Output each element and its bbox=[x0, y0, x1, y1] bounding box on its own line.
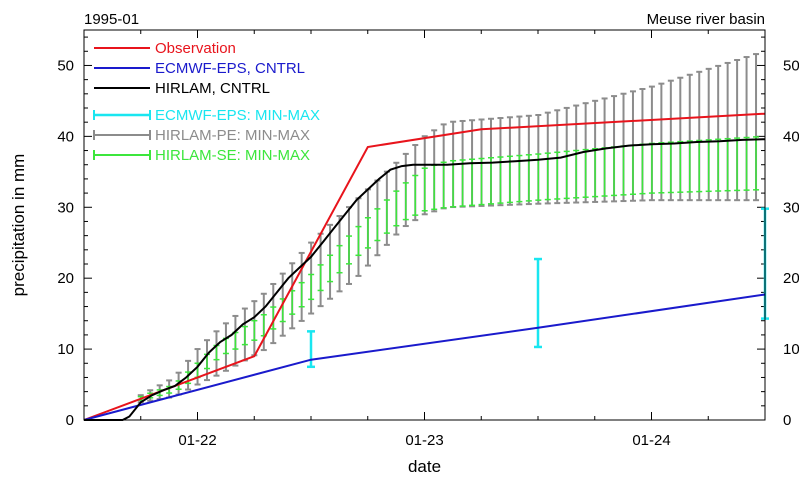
legend-hirlam-pe-minmax: HIRLAM-PE: MIN-MAX bbox=[93, 127, 310, 144]
legend-label: HIRLAM-PE: MIN-MAX bbox=[155, 127, 310, 144]
y-tick-label-right: 40 bbox=[783, 128, 799, 145]
ecmwf-eps-cntrl-line bbox=[83, 293, 766, 421]
legend-hirlam-se-minmax: HIRLAM-SE: MIN-MAX bbox=[93, 147, 310, 164]
legend-label: HIRLAM-SE: MIN-MAX bbox=[155, 147, 310, 164]
y-tick-label-right: 10 bbox=[783, 341, 799, 358]
x-tick-label: 01-22 bbox=[178, 432, 216, 449]
y-axis-label: precipitation in mm bbox=[9, 154, 28, 297]
y-tick-label: 20 bbox=[57, 270, 74, 287]
y-tick-label-right: 0 bbox=[783, 412, 791, 429]
y-tick-label: 30 bbox=[57, 199, 74, 216]
legend-label: HIRLAM, CNTRL bbox=[155, 80, 270, 97]
legend-label: ECMWF-EPS, CNTRL bbox=[155, 60, 305, 77]
legend-label: ECMWF-EPS: MIN-MAX bbox=[155, 107, 320, 124]
y-tick-label: 0 bbox=[66, 412, 74, 429]
legend-observation: Observation bbox=[94, 40, 236, 57]
y-tick-label-right: 30 bbox=[783, 199, 799, 216]
x-tick-label: 01-24 bbox=[632, 432, 670, 449]
x-tick-label: 01-23 bbox=[405, 432, 443, 449]
y-tick-label: 50 bbox=[57, 57, 74, 74]
observation-line bbox=[83, 112, 766, 421]
x-axis-label: date bbox=[408, 457, 441, 476]
y-tick-label: 40 bbox=[57, 128, 74, 145]
series-layer bbox=[83, 112, 766, 421]
plot-frame bbox=[83, 29, 766, 421]
tick-layer: 0 10 20 30 40 50 0 10 20 30 40 50 01-22 01-23 01-24 bbox=[57, 30, 799, 449]
legend-ecmwf-eps-cntrl: ECMWF-EPS, CNTRL bbox=[94, 60, 305, 77]
legend-ecmwf-eps-minmax: ECMWF-EPS: MIN-MAX bbox=[93, 107, 320, 124]
legend: Observation ECMWF-EPS, CNTRL HIRLAM, CNTRL… bbox=[93, 40, 320, 164]
y-tick-label-right: 50 bbox=[783, 57, 799, 74]
y-tick-label-right: 20 bbox=[783, 270, 799, 287]
chart-top-left-label: 1995-01 bbox=[84, 11, 139, 28]
legend-hirlam-cntrl: HIRLAM, CNTRL bbox=[94, 80, 270, 97]
hirlam-cntrl-line bbox=[84, 138, 766, 421]
legend-label: Observation bbox=[155, 40, 236, 57]
y-tick-label: 10 bbox=[57, 341, 74, 358]
chart-top-right-label: Meuse river basin bbox=[647, 11, 765, 28]
